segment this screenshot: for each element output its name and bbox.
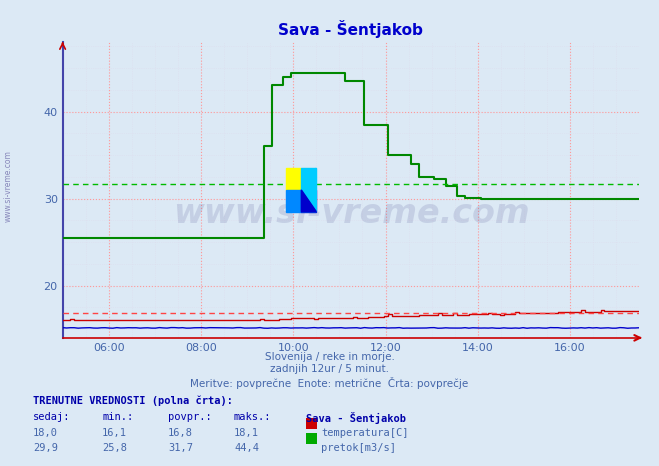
Text: povpr.:: povpr.: <box>168 412 212 422</box>
Bar <box>301 168 316 190</box>
Text: min.:: min.: <box>102 412 133 422</box>
Text: www.si-vreme.com: www.si-vreme.com <box>3 151 13 222</box>
Bar <box>301 190 316 212</box>
Bar <box>286 168 301 190</box>
Text: 18,0: 18,0 <box>33 428 58 438</box>
Text: 25,8: 25,8 <box>102 443 127 452</box>
Text: 29,9: 29,9 <box>33 443 58 452</box>
Text: TRENUTNE VREDNOSTI (polna črta):: TRENUTNE VREDNOSTI (polna črta): <box>33 395 233 406</box>
Bar <box>286 190 301 212</box>
Text: pretok[m3/s]: pretok[m3/s] <box>321 443 396 452</box>
Text: 16,1: 16,1 <box>102 428 127 438</box>
Text: www.si-vreme.com: www.si-vreme.com <box>173 197 529 230</box>
Text: 44,4: 44,4 <box>234 443 259 452</box>
Text: Meritve: povprečne  Enote: metrične  Črta: povprečje: Meritve: povprečne Enote: metrične Črta:… <box>190 377 469 390</box>
Text: 18,1: 18,1 <box>234 428 259 438</box>
Text: Slovenija / reke in morje.: Slovenija / reke in morje. <box>264 352 395 362</box>
Polygon shape <box>301 190 316 212</box>
Text: 16,8: 16,8 <box>168 428 193 438</box>
Text: Sava - Šentjakob: Sava - Šentjakob <box>306 412 407 425</box>
Polygon shape <box>301 168 316 212</box>
Text: 31,7: 31,7 <box>168 443 193 452</box>
Text: sedaj:: sedaj: <box>33 412 71 422</box>
Text: maks.:: maks.: <box>234 412 272 422</box>
Text: temperatura[C]: temperatura[C] <box>321 428 409 438</box>
Text: zadnjih 12ur / 5 minut.: zadnjih 12ur / 5 minut. <box>270 364 389 374</box>
Title: Sava - Šentjakob: Sava - Šentjakob <box>279 20 423 38</box>
